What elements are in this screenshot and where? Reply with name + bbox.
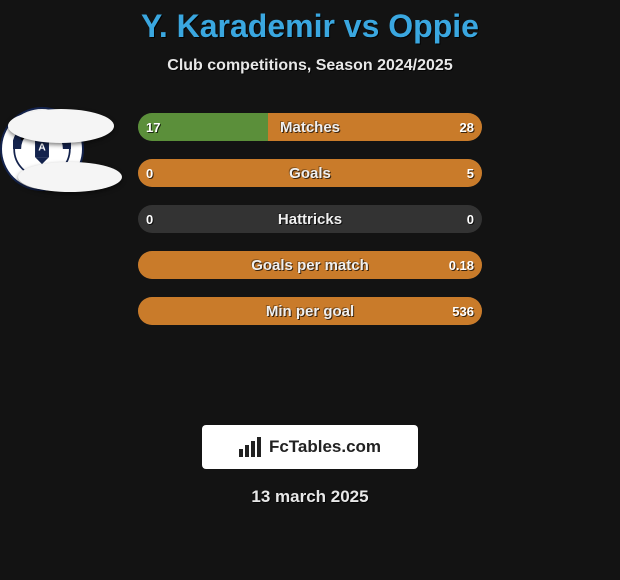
brand-text: FcTables.com [269, 437, 381, 457]
stat-row: 00Hattricks [138, 205, 482, 233]
stat-label: Matches [138, 113, 482, 141]
date-text: 13 march 2025 [0, 487, 620, 507]
comparison-stage: A 1728Matches05Goals00Hattricks0.18Goals… [0, 107, 620, 191]
stat-row: 536Min per goal [138, 297, 482, 325]
stat-row: 1728Matches [138, 113, 482, 141]
stat-bars: 1728Matches 05Goals 00Hattricks 0.18Goals p… [138, 113, 482, 343]
brand-chart-icon [239, 437, 263, 457]
brand-badge: FcTables.com [202, 425, 418, 469]
stat-row: 0.18Goals per match [138, 251, 482, 279]
stat-label: Goals per match [138, 251, 482, 279]
stat-label: Min per goal [138, 297, 482, 325]
page-title: Y. Karademir vs Oppie [0, 0, 620, 45]
stat-label: Hattricks [138, 205, 482, 233]
stat-label: Goals [138, 159, 482, 187]
subtitle: Club competitions, Season 2024/2025 [0, 57, 620, 75]
svg-text:A: A [38, 143, 46, 154]
stat-row: 05Goals [138, 159, 482, 187]
team-left-logo-2 [18, 162, 122, 192]
team-left-logo-1 [8, 109, 114, 143]
